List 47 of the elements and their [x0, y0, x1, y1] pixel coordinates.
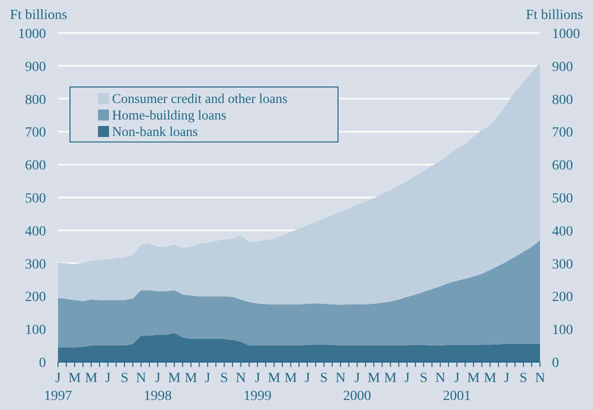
- y2-tick-label: 500: [552, 192, 573, 206]
- x-tick-label: J: [404, 371, 410, 386]
- x-tick-label: M: [184, 371, 198, 386]
- y-tick-label: 600: [25, 158, 46, 174]
- x-tick-label: N: [435, 371, 446, 386]
- y-tick-label: 900: [25, 60, 46, 75]
- x-tick-label: S: [220, 371, 228, 386]
- y2-tick-label: 300: [552, 257, 573, 272]
- x-tick-label: M: [384, 371, 398, 386]
- x-tick-label: M: [284, 371, 298, 386]
- x-tick-label: J: [105, 371, 112, 386]
- x-tick-label: M: [85, 371, 98, 386]
- y2-tick-label: 800: [552, 92, 573, 108]
- y-axis-title: Ft billions: [10, 8, 68, 23]
- legend-label: Consumer credit and other loans: [112, 91, 288, 106]
- y2-tick-label: 100: [552, 323, 573, 338]
- y2-axis-title: Ft billions: [526, 8, 583, 23]
- y-tick-label: 0: [39, 356, 46, 371]
- y2-tick-label: 200: [552, 290, 573, 306]
- y2-tick-label: 900: [552, 60, 573, 75]
- y2-tick-label: 0: [552, 356, 559, 371]
- x-tick-label: J: [204, 371, 211, 386]
- x-tick-label: S: [519, 371, 528, 386]
- y2-tick-label: 600: [552, 158, 573, 174]
- x-tick-label: N: [236, 371, 246, 386]
- y-tick-label: 400: [25, 224, 46, 240]
- x-tick-label: N: [136, 371, 146, 386]
- x-tick-label: J: [304, 371, 311, 386]
- legend-label: Home-building loans: [112, 108, 226, 122]
- y2-tick-label: 400: [552, 224, 573, 240]
- x-tick-label: S: [320, 371, 328, 386]
- legend-label: Non-bank loans: [112, 124, 198, 139]
- y-tick-label: 200: [25, 290, 46, 306]
- x-tick-label: M: [484, 371, 497, 386]
- y-tick-label: 100: [25, 323, 46, 338]
- y-tick-label: 800: [25, 92, 46, 108]
- x-tick-label: S: [120, 371, 128, 386]
- x-tick-label: J: [504, 371, 510, 386]
- y-tick-label: 300: [25, 257, 46, 272]
- x-tick-label: S: [420, 371, 428, 386]
- y2-tick-label: 700: [552, 126, 573, 141]
- y-tick-label: 1000: [18, 27, 46, 42]
- y-tick-label: 500: [25, 192, 46, 206]
- y-tick-label: 700: [25, 126, 46, 141]
- x-tick-label: N: [534, 371, 546, 386]
- y2-tick-label: 1000: [552, 27, 580, 42]
- x-tick-label: N: [335, 371, 346, 386]
